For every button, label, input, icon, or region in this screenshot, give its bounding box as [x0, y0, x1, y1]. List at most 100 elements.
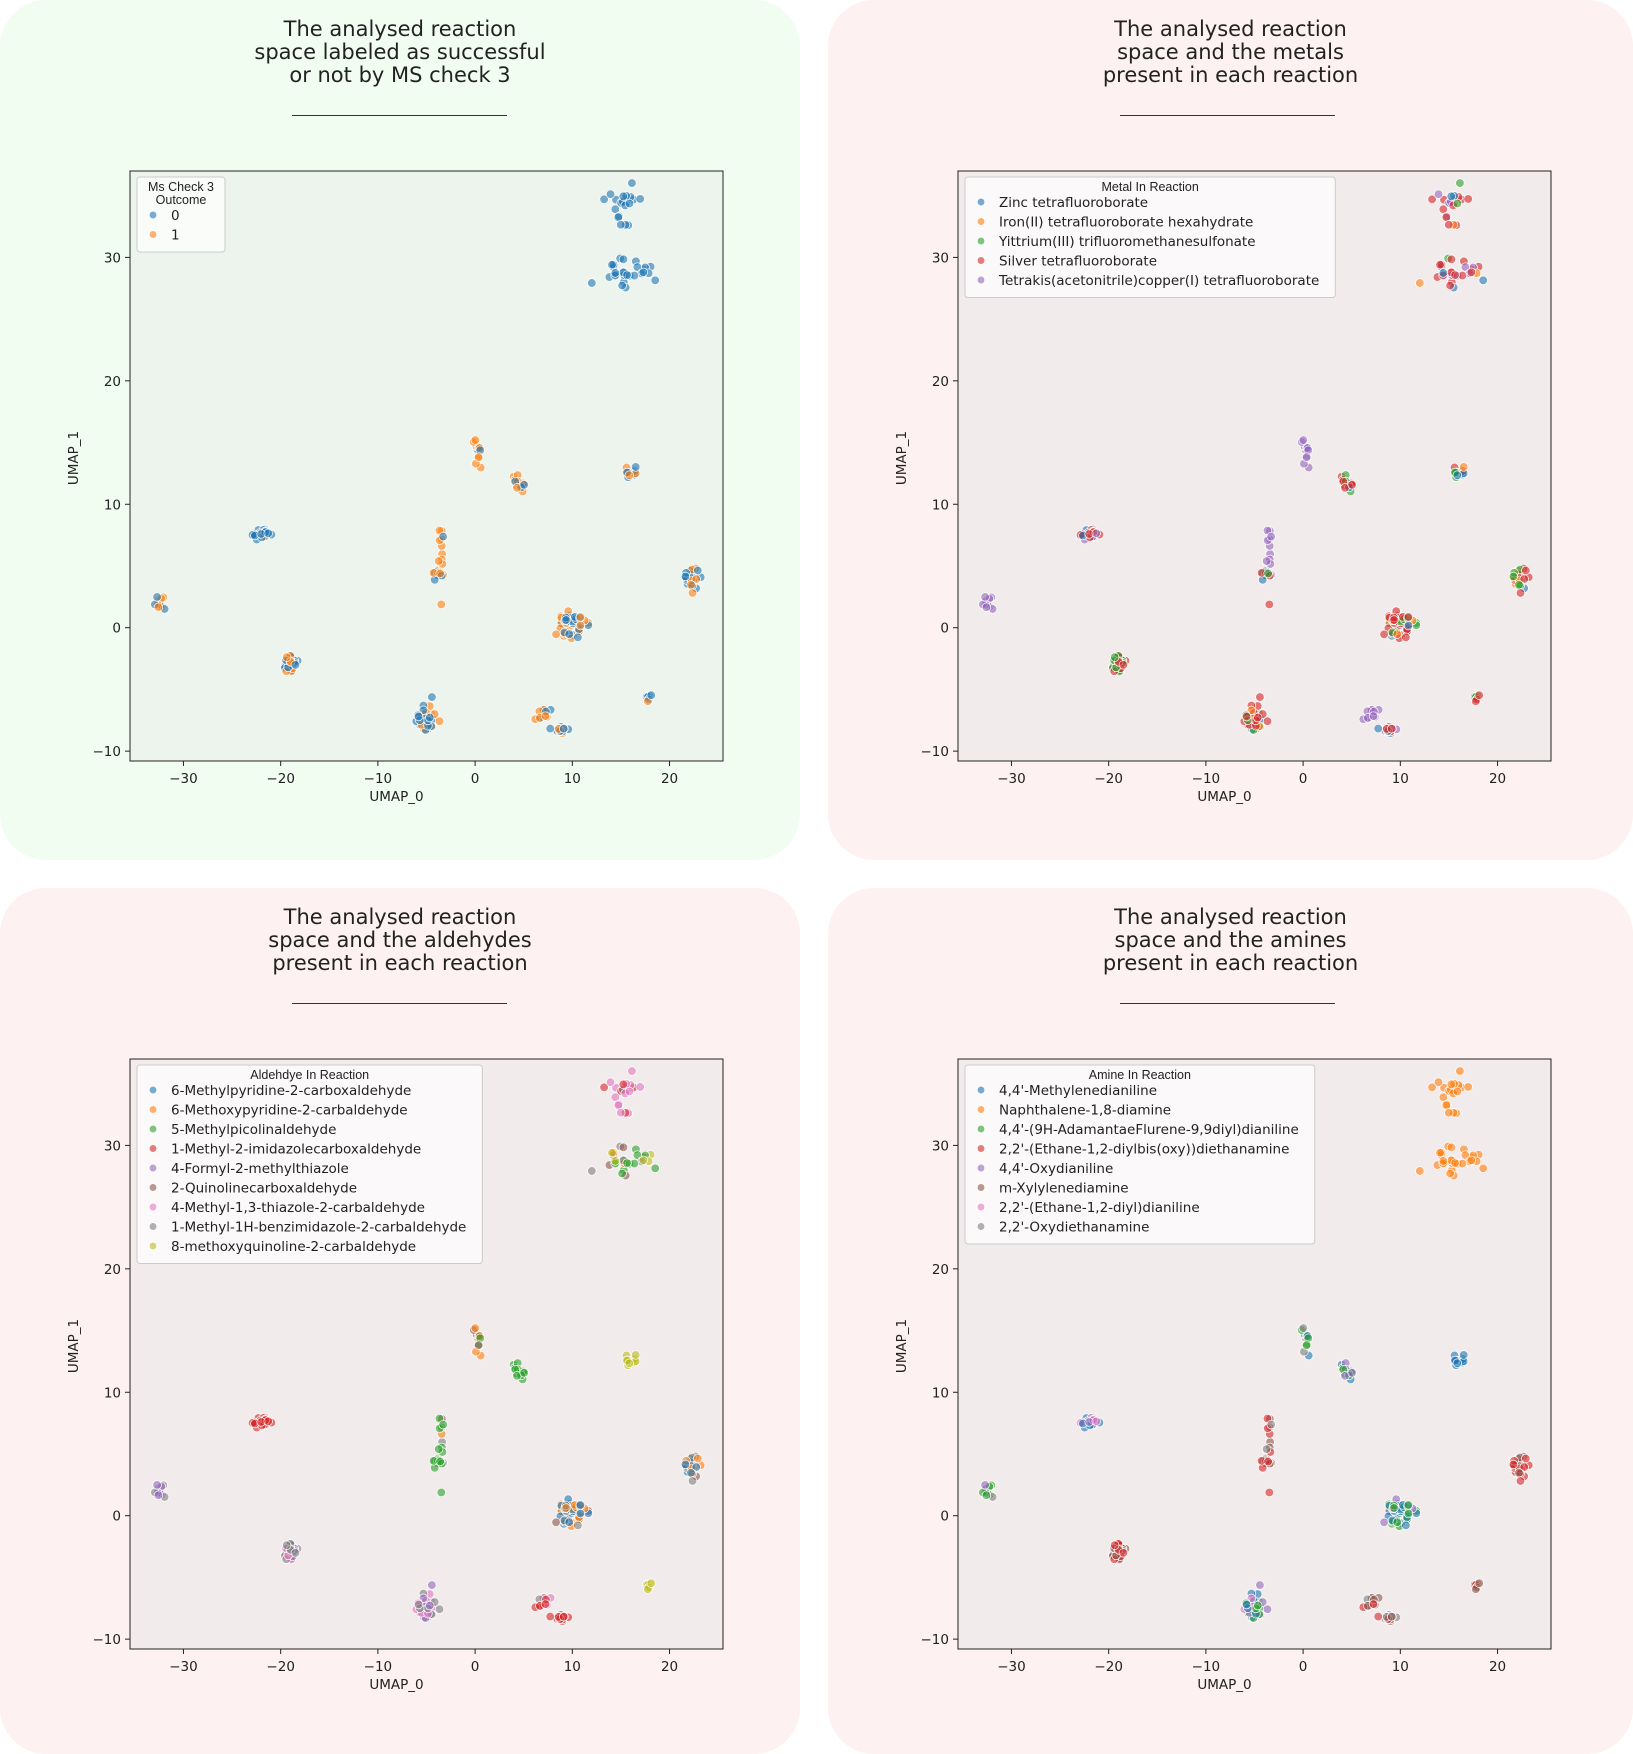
x-tick-label: −20: [1094, 1659, 1123, 1675]
data-point: [1241, 711, 1252, 722]
x-tick-label: −20: [266, 1659, 295, 1675]
legend-label: 2,2'-Oxydiethanamine: [999, 1220, 1149, 1236]
legend-marker: [148, 1085, 158, 1095]
data-point: [434, 1604, 445, 1614]
panel-metals: The analysed reaction space and the meta…: [828, 0, 1633, 860]
y-tick-label: 0: [940, 621, 949, 637]
data-point: [624, 470, 634, 480]
legend-box: [964, 1064, 1316, 1245]
plot-frame: [957, 1058, 1552, 1650]
data-point: [575, 612, 586, 622]
data-point: [1401, 1520, 1411, 1530]
x-tick-label: −10: [1192, 1659, 1221, 1675]
data-point: [545, 723, 555, 734]
y-tick-label: −10: [93, 1632, 122, 1648]
data-point: [622, 1158, 632, 1168]
data-point: [1446, 254, 1457, 264]
data-point: [687, 588, 698, 598]
data-point: [1347, 1368, 1357, 1378]
legend-marker: [148, 1124, 158, 1134]
data-point: [436, 1487, 446, 1498]
data-point: [587, 278, 597, 288]
legend-marker: [148, 1222, 158, 1231]
data-point: [551, 629, 561, 639]
legend-label: m-Xylylenediamine: [999, 1181, 1129, 1197]
data-point: [1446, 1142, 1457, 1152]
data-point: [632, 262, 643, 272]
data-point: [617, 280, 627, 291]
data-point: [1450, 1158, 1460, 1168]
title-underline: [292, 1003, 507, 1004]
legend-marker: [976, 1085, 986, 1095]
data-point: [646, 1578, 656, 1588]
x-tick-label: 20: [661, 1659, 678, 1675]
x-tick-label: 10: [1392, 1659, 1409, 1675]
y-tick-label: 30: [932, 250, 949, 266]
data-point: [635, 1082, 645, 1092]
panel-aldehydes: The analysed reaction space and the alde…: [0, 888, 800, 1754]
legend-label: 4,4'-Oxydianiline: [999, 1161, 1113, 1177]
data-point: [599, 1082, 609, 1092]
data-point: [470, 435, 480, 445]
y-tick-label: −10: [921, 1632, 950, 1648]
data-point: [1463, 1082, 1473, 1092]
data-point: [152, 592, 162, 602]
legend-label: Iron(II) tetrafluoroborate hexahydrate: [999, 215, 1253, 231]
y-tick-label: −10: [921, 744, 950, 760]
data-point: [427, 692, 437, 702]
data-point: [650, 275, 660, 285]
data-point: [622, 270, 632, 280]
data-point: [1262, 1444, 1272, 1454]
data-point: [1262, 716, 1273, 726]
data-point: [551, 1517, 561, 1527]
data-point: [564, 1517, 574, 1527]
data-point: [1445, 280, 1455, 291]
data-point: [1514, 580, 1524, 590]
data-point: [1253, 1600, 1263, 1611]
data-point: [618, 1079, 628, 1089]
legend-label: 6-Methylpyridine-2-carboxaldehyde: [171, 1083, 411, 1099]
data-point: [290, 660, 301, 670]
data-point: [646, 690, 656, 700]
data-point: [1298, 435, 1308, 445]
legend-marker: [976, 1183, 986, 1192]
legend-label: 5-Methylpicolinaldehyde: [171, 1122, 336, 1138]
data-point: [616, 220, 626, 230]
data-point: [282, 1540, 292, 1550]
legend-box: [136, 1064, 483, 1264]
x-tick-label: 10: [564, 771, 581, 787]
scatter-points: [150, 1066, 706, 1626]
data-point: [1521, 565, 1531, 576]
x-axis-label: UMAP_0: [369, 1677, 423, 1693]
data-point: [1403, 620, 1414, 631]
data-point: [638, 1155, 648, 1165]
legend-title: Outcome: [156, 193, 207, 207]
data-point: [1508, 571, 1519, 582]
plot-frame: [957, 170, 1552, 762]
legend-marker: [976, 217, 986, 226]
x-axis-label: UMAP_0: [1197, 1677, 1251, 1693]
legend-label: 8-methoxyquinoline-2-carbaldehyde: [171, 1239, 416, 1255]
data-point: [1478, 1163, 1488, 1173]
data-point: [1373, 1611, 1383, 1622]
legend-title: Amine In Reaction: [1089, 1068, 1191, 1082]
legend-label: Zinc tetrafluoroborate: [999, 195, 1148, 211]
data-point: [559, 1612, 569, 1622]
y-axis-label: UMAP_1: [66, 1319, 82, 1373]
legend-marker: [976, 1124, 986, 1134]
legend-marker: [148, 1144, 158, 1153]
data-point: [605, 1077, 616, 1087]
data-point: [575, 1500, 586, 1510]
legend-marker: [976, 1105, 986, 1114]
legend-marker: [976, 275, 986, 285]
data-point: [624, 1086, 635, 1097]
x-tick-label: 0: [471, 1659, 480, 1675]
legend-box: [964, 176, 1336, 298]
x-tick-label: −10: [364, 771, 393, 787]
legend-label: Tetrakis(acetonitrile)copper(I) tetraflu…: [998, 273, 1319, 289]
data-point: [627, 178, 637, 188]
data-point: [1091, 528, 1101, 538]
data-point: [1438, 204, 1448, 214]
